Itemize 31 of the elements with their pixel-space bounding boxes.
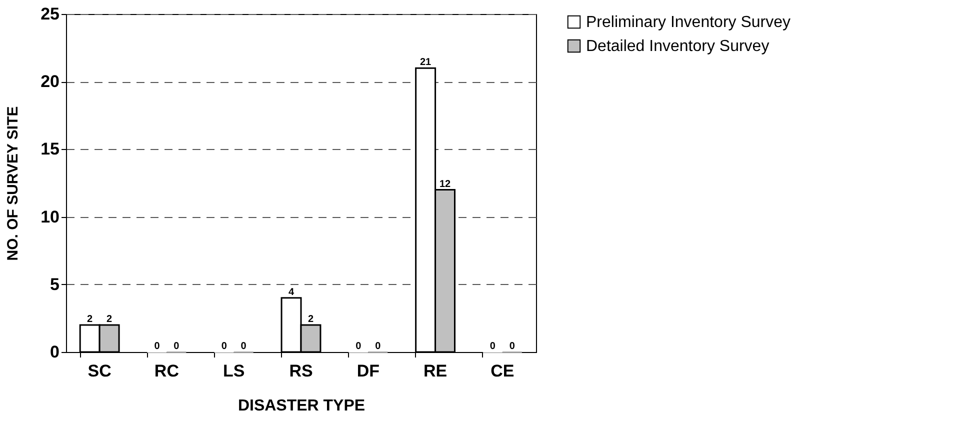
data-label: 4 <box>288 286 294 298</box>
data-label: 2 <box>308 314 314 325</box>
y-tick-label: 15 <box>40 140 60 159</box>
x-axis-title: DISASTER TYPE <box>238 398 366 414</box>
x-tick-label: SC <box>88 362 112 380</box>
y-tick-label: 20 <box>40 72 60 92</box>
data-label: 2 <box>87 314 94 325</box>
data-label: 2 <box>106 314 113 325</box>
y-axis-title: NO. OF SURVEY SITE <box>4 106 22 261</box>
data-label: 0 <box>509 341 516 352</box>
data-label: 21 <box>420 57 432 68</box>
data-label: 0 <box>240 341 247 352</box>
x-tick-label: RE <box>423 362 448 380</box>
x-tick-label: LS <box>222 362 245 380</box>
data-label: 0 <box>490 341 496 352</box>
data-label: 0 <box>221 341 228 352</box>
x-tick-label: RS <box>289 362 313 380</box>
x-tick-label: RC <box>154 362 179 380</box>
data-label: 0 <box>174 341 180 352</box>
data-label: 12 <box>439 178 452 190</box>
legend-label: Preliminary Inventory Survey <box>586 14 791 31</box>
y-tick-label: 0 <box>50 342 60 362</box>
data-label: 0 <box>375 341 382 352</box>
x-tick-label: DF <box>356 362 380 380</box>
data-label: 0 <box>356 341 362 352</box>
y-tick-label: 5 <box>50 274 60 294</box>
legend-label: Detailed Inventory Survey <box>586 38 770 55</box>
data-label: 0 <box>154 341 160 352</box>
y-tick-label: 10 <box>40 207 60 226</box>
y-tick-label: 25 <box>40 4 60 24</box>
x-tick-label: CE <box>490 362 514 380</box>
